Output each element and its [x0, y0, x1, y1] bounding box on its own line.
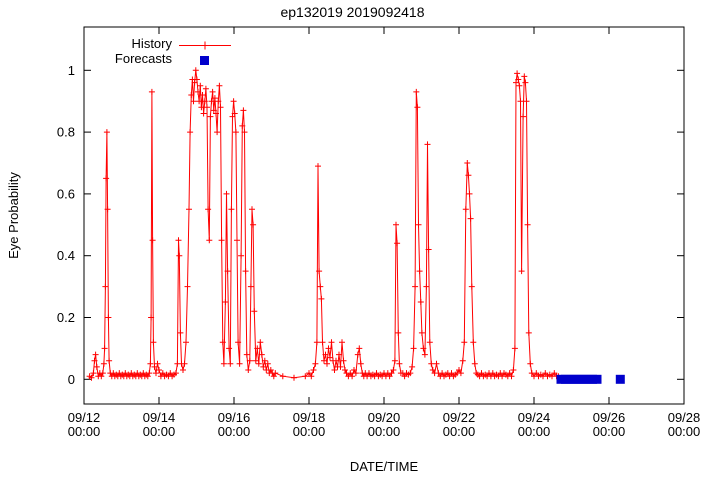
- svg-text:09/26: 09/26: [593, 410, 626, 425]
- svg-text:09/18: 09/18: [293, 410, 326, 425]
- svg-text:00:00: 00:00: [668, 424, 701, 439]
- svg-text:1: 1: [68, 63, 75, 78]
- svg-text:0.8: 0.8: [57, 125, 75, 140]
- svg-text:0.6: 0.6: [57, 186, 75, 201]
- svg-text:09/20: 09/20: [368, 410, 401, 425]
- svg-text:00:00: 00:00: [443, 424, 476, 439]
- svg-text:00:00: 00:00: [368, 424, 401, 439]
- legend-label-history: History: [131, 36, 172, 51]
- svg-text:09/28: 09/28: [668, 410, 701, 425]
- legend: History Forecasts: [92, 36, 232, 66]
- svg-text:00:00: 00:00: [143, 424, 176, 439]
- svg-text:09/14: 09/14: [143, 410, 176, 425]
- legend-label-forecasts: Forecasts: [114, 51, 172, 66]
- svg-text:00:00: 00:00: [68, 424, 101, 439]
- svg-text:00:00: 00:00: [593, 424, 626, 439]
- svg-text:00:00: 00:00: [293, 424, 326, 439]
- legend-item-forecasts: Forecasts: [92, 51, 232, 66]
- x-axis-label: DATE/TIME: [349, 459, 419, 474]
- chart-title: ep132019 2019092418: [280, 4, 425, 20]
- svg-text:0: 0: [68, 372, 75, 387]
- svg-text:09/16: 09/16: [218, 410, 251, 425]
- svg-text:00:00: 00:00: [518, 424, 551, 439]
- svg-text:0.2: 0.2: [57, 310, 75, 325]
- svg-text:0.4: 0.4: [57, 248, 75, 263]
- svg-text:09/24: 09/24: [518, 410, 551, 425]
- history-line-sample-icon: [178, 38, 232, 50]
- y-axis-label: Eye Probability: [5, 172, 21, 259]
- y-axis-label-wrap: Eye Probability: [2, 27, 24, 404]
- svg-text:09/12: 09/12: [68, 410, 101, 425]
- legend-item-history: History: [92, 36, 232, 51]
- svg-text:09/22: 09/22: [443, 410, 476, 425]
- svg-text:00:00: 00:00: [218, 424, 251, 439]
- forecast-square-sample-icon: [178, 53, 232, 65]
